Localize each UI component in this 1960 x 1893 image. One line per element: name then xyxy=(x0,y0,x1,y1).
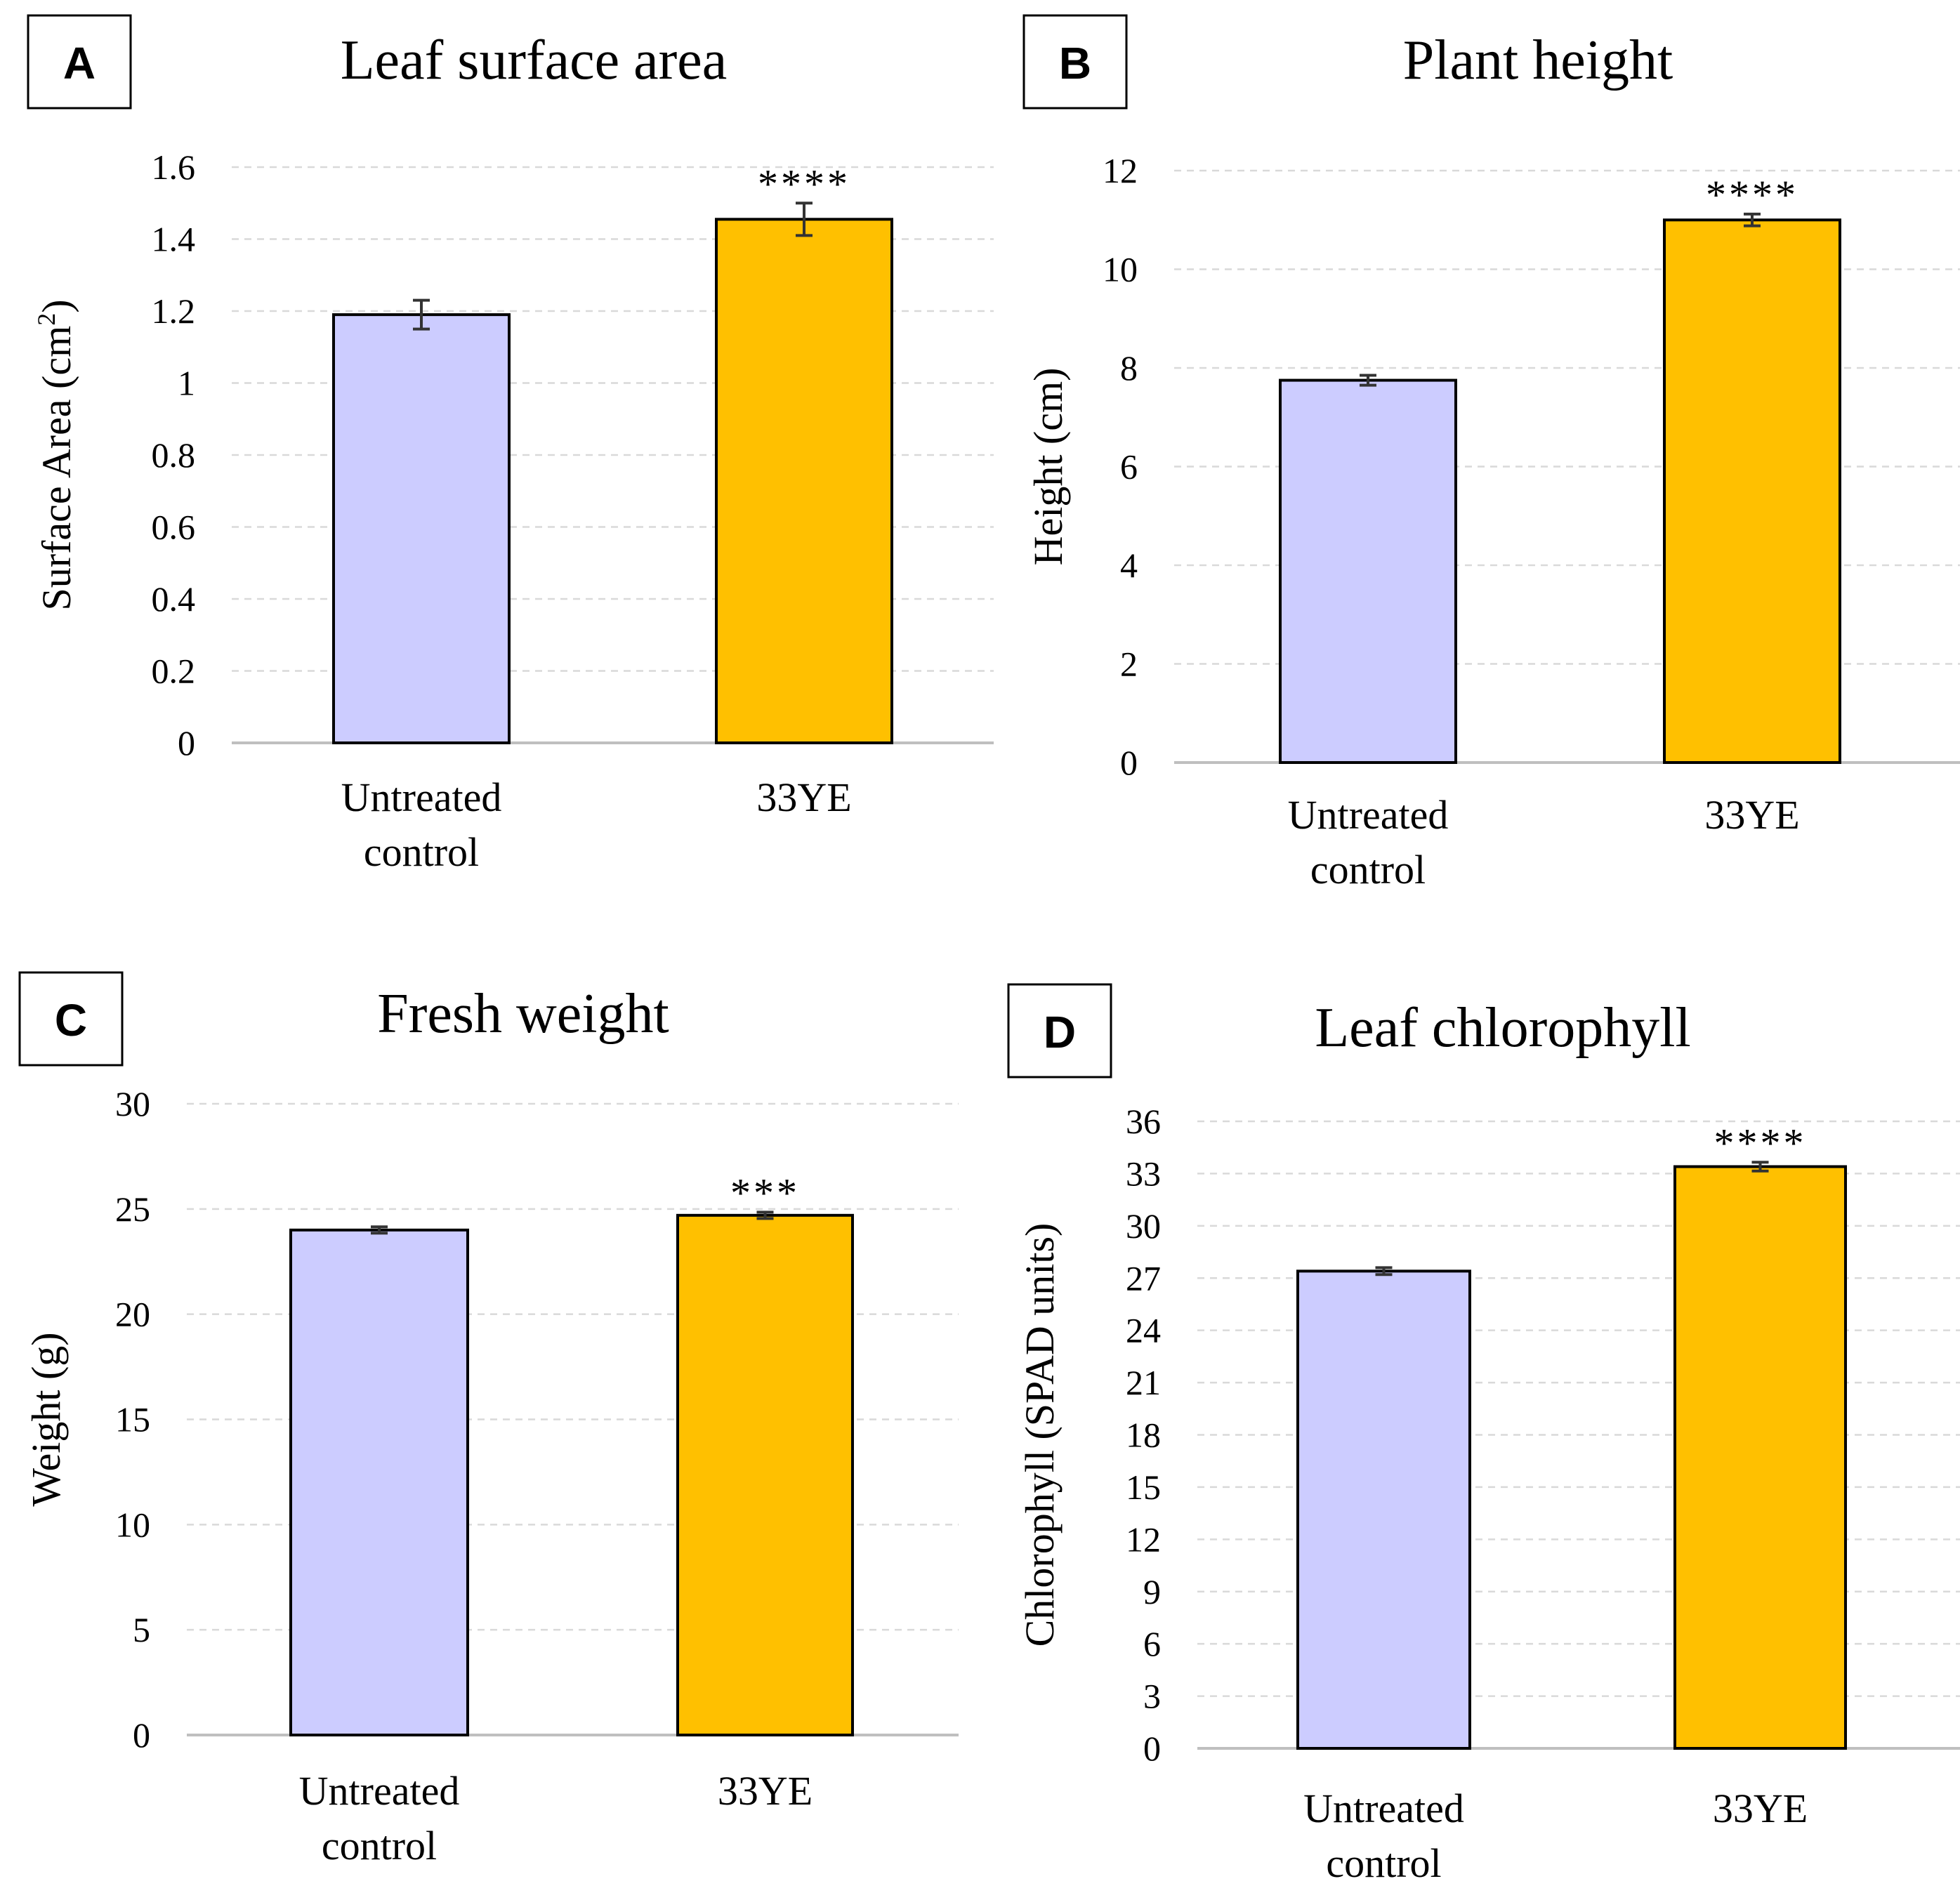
y-tick-label: 15 xyxy=(1126,1467,1161,1507)
bar xyxy=(1279,378,1457,764)
panel-label-box xyxy=(18,971,124,1067)
y-tick-label: 12 xyxy=(1103,151,1138,190)
y-tick-label: 0 xyxy=(1120,743,1138,782)
y-tick-label: 0 xyxy=(178,723,195,763)
category-label: 33YE xyxy=(1713,1786,1808,1831)
y-tick-label: 10 xyxy=(1103,250,1138,289)
significance-marker: **** xyxy=(758,161,850,206)
chart-title: Leaf surface area xyxy=(341,29,728,91)
category-label-line: control xyxy=(1326,1840,1441,1886)
y-tick-label: 36 xyxy=(1126,1102,1161,1141)
y-tick-label: 1.4 xyxy=(152,220,196,259)
bar xyxy=(1663,218,1841,764)
category-label: Untreated control xyxy=(1288,792,1449,892)
chart-title: Plant height xyxy=(1403,29,1673,91)
category-label-line: Untreated xyxy=(1288,792,1449,838)
category-label: Untreated control xyxy=(299,1768,460,1868)
y-tick-label: 0.6 xyxy=(152,508,196,547)
y-tick-label: 24 xyxy=(1126,1311,1161,1350)
y-tick-label: 6 xyxy=(1143,1624,1161,1663)
category-label-line: Untreated xyxy=(341,774,502,820)
y-tick-label: 27 xyxy=(1126,1258,1161,1298)
category-label-line: control xyxy=(364,829,479,875)
category-label: 33YE xyxy=(1704,792,1799,838)
y-tick-label: 12 xyxy=(1126,1519,1161,1559)
bar xyxy=(332,313,511,744)
y-tick-label: 0 xyxy=(1143,1729,1161,1768)
y-tick-label: 1 xyxy=(178,364,195,403)
y-tick-label: 0.8 xyxy=(152,435,196,475)
y-tick-label: 9 xyxy=(1143,1572,1161,1611)
chart-panel-a: A Leaf surface area 0 0.2 0.4 0.6 0.8 1 1.2 1.4 1.… xyxy=(27,14,994,875)
category-label: 33YE xyxy=(718,1768,813,1814)
y-tick-label: 20 xyxy=(115,1295,150,1334)
category-label-line: 33YE xyxy=(1704,792,1799,838)
bar xyxy=(289,1228,469,1737)
bar xyxy=(1296,1269,1471,1750)
chart-panel-b: B Plant height 0 2 4 6 8 10 12 Height (cm) Untreat… xyxy=(1022,14,1960,892)
y-tick-label: 33 xyxy=(1126,1154,1161,1193)
y-axis-label-text: Chlorophyll (SPAD units) xyxy=(1017,1223,1063,1647)
y-axis-label-text: Weight (g) xyxy=(23,1332,69,1506)
y-tick-label: 18 xyxy=(1126,1416,1161,1455)
category-label-line: control xyxy=(1310,847,1426,892)
category-label-line: 33YE xyxy=(718,1768,813,1814)
category-label-line: Untreated xyxy=(1303,1786,1464,1831)
y-tick-label: 2 xyxy=(1120,645,1138,684)
y-tick-label: 3 xyxy=(1143,1677,1161,1716)
category-label-line: 33YE xyxy=(1713,1786,1808,1831)
y-tick-label: 8 xyxy=(1120,348,1138,388)
y-tick-label: 30 xyxy=(115,1084,150,1123)
category-label-line: 33YE xyxy=(756,774,851,820)
bar xyxy=(715,218,893,744)
y-tick-label: 21 xyxy=(1126,1363,1161,1402)
category-label-line: control xyxy=(322,1823,437,1868)
y-axis-label-text: Height (cm) xyxy=(1025,368,1071,566)
y-tick-label: 0.4 xyxy=(152,579,196,619)
bar xyxy=(1673,1165,1847,1750)
y-axis-label: Surface Area (cm2) xyxy=(32,299,79,610)
y-tick-label: 25 xyxy=(115,1189,150,1229)
significance-marker: **** xyxy=(1714,1120,1807,1166)
y-tick-label: 10 xyxy=(115,1505,150,1544)
y-tick-label: 5 xyxy=(133,1610,150,1649)
y-axis-label: Weight (g) xyxy=(23,1332,69,1506)
bar xyxy=(676,1213,854,1737)
panel-label-box xyxy=(1022,14,1128,110)
y-axis-label: Height (cm) xyxy=(1025,368,1071,566)
y-tick-label: 15 xyxy=(115,1400,150,1439)
y-tick-label: 4 xyxy=(1120,546,1138,585)
y-axis-label-superscript: 2 xyxy=(32,313,60,326)
y-tick-label: 0.2 xyxy=(152,652,196,691)
y-tick-label: 1.2 xyxy=(152,291,196,331)
category-label: Untreated control xyxy=(341,774,502,875)
panel-label: D xyxy=(1044,1007,1076,1057)
chart-panel-d: D Leaf chlorophyll0369121518212427303336C… xyxy=(1007,983,1960,1886)
significance-marker: *** xyxy=(730,1170,800,1215)
chart-title: Fresh weight xyxy=(377,983,669,1045)
chart-title: Leaf chlorophyll xyxy=(1315,997,1690,1059)
y-axis-label-text: Surface Area (cm xyxy=(34,326,79,611)
y-tick-label: 1.6 xyxy=(152,147,196,187)
panel-label: A xyxy=(63,38,96,88)
category-label: Untreated control xyxy=(1303,1786,1464,1886)
chart-panel-c: C Fresh weight 0 5 10 15 20 25 30 Weight (g) Untre… xyxy=(18,971,959,1868)
panel-label-box xyxy=(1007,983,1112,1079)
category-label: 33YE xyxy=(756,774,851,820)
panel-label-box xyxy=(27,14,132,110)
panel-label: C xyxy=(55,995,87,1046)
y-tick-label: 30 xyxy=(1126,1206,1161,1246)
y-axis-label-end: ) xyxy=(34,299,79,312)
y-tick-label: 0 xyxy=(133,1715,150,1755)
panel-label: B xyxy=(1059,38,1091,88)
y-tick-label: 6 xyxy=(1120,447,1138,487)
significance-marker: **** xyxy=(1706,172,1798,218)
y-axis-label: Chlorophyll (SPAD units) xyxy=(1017,1223,1063,1647)
category-label-line: Untreated xyxy=(299,1768,460,1814)
